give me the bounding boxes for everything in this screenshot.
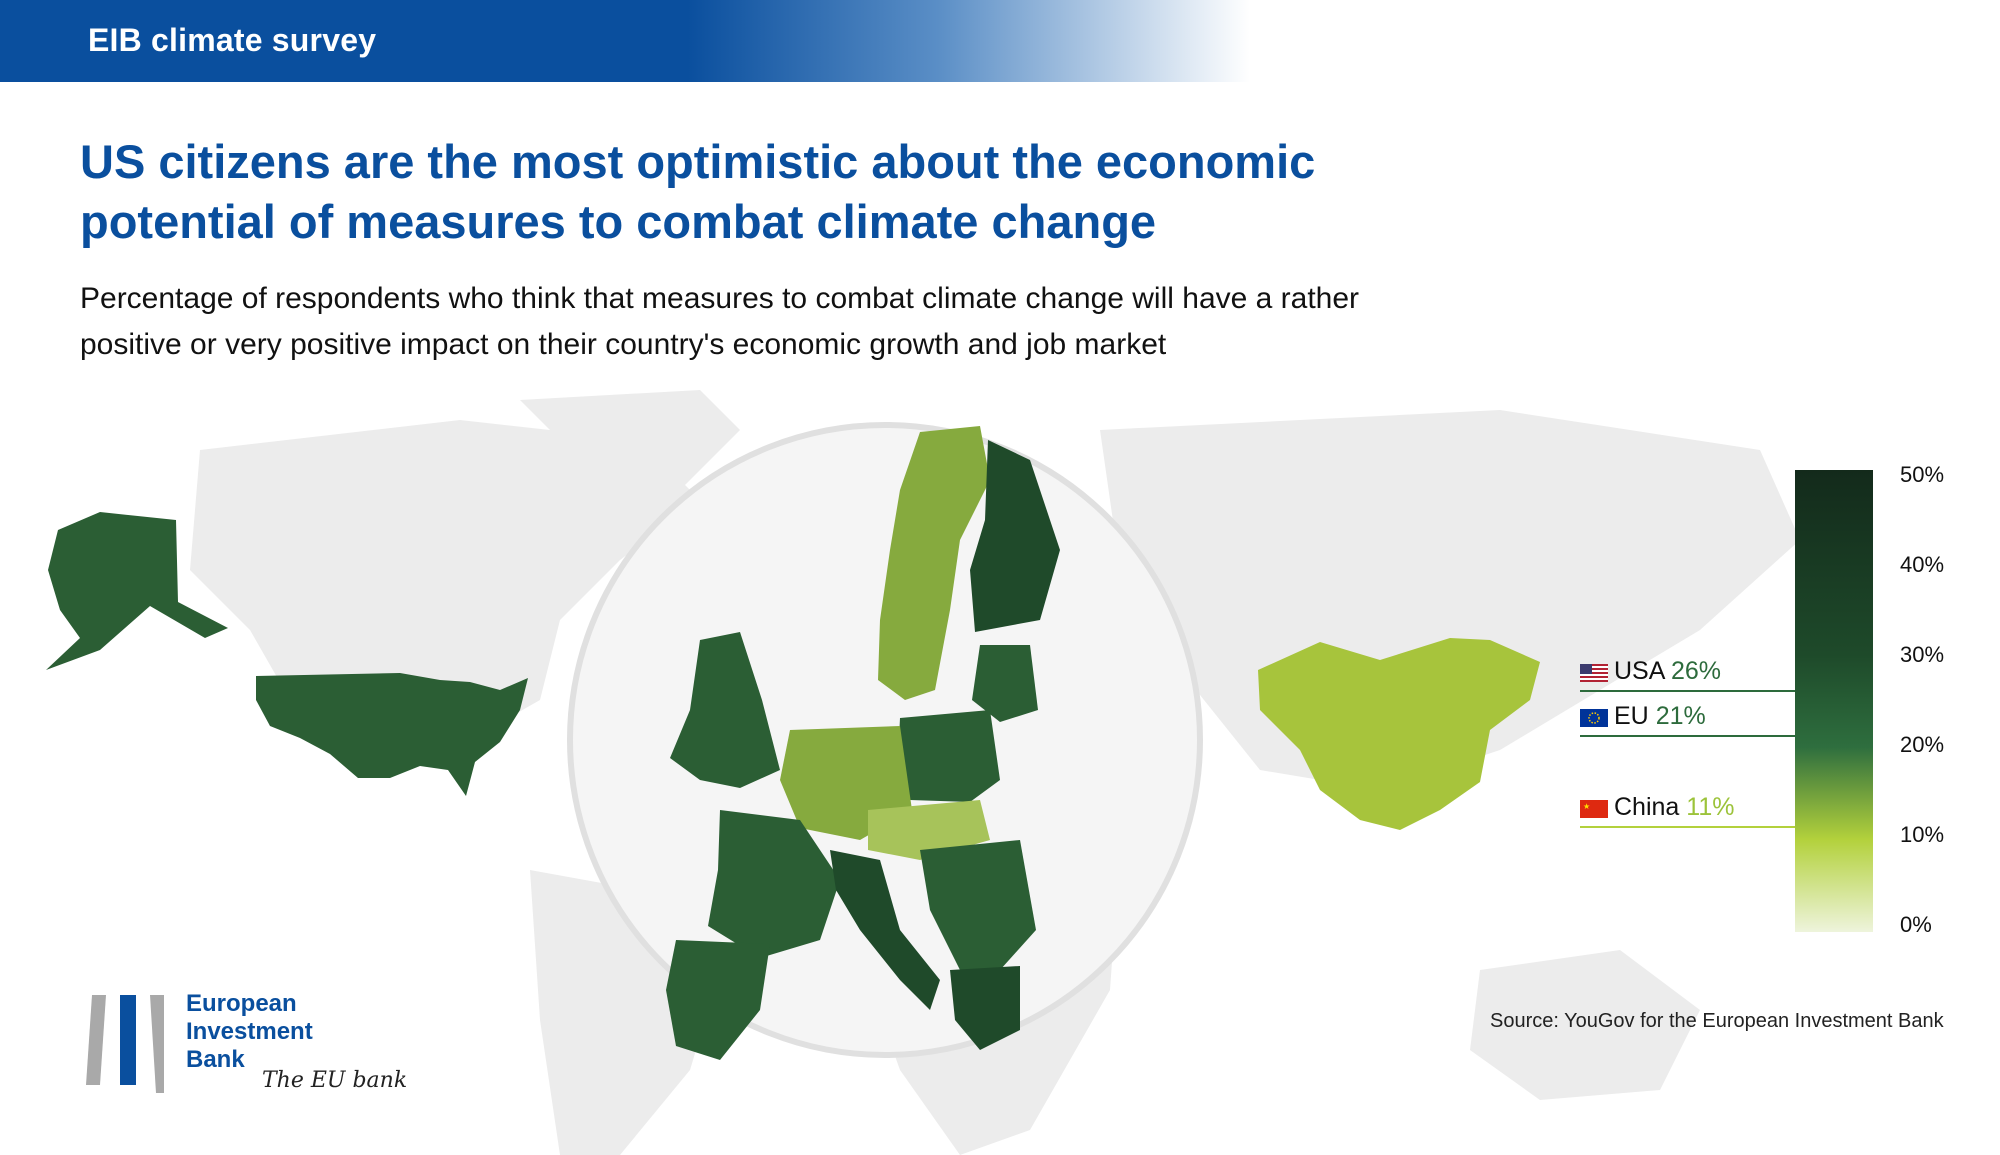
- headline-line-2: potential of measures to combat climate …: [80, 195, 1157, 248]
- usa-region-name: USA: [1614, 657, 1665, 685]
- greenland-bg: [520, 390, 740, 490]
- world-map: [46, 390, 1873, 1155]
- chart-headline: US citizens are the most optimistic abou…: [80, 132, 1480, 252]
- baltics-shape: [972, 645, 1038, 722]
- alaska-shape: [46, 512, 228, 670]
- chart-subtitle: Percentage of respondents who think that…: [80, 276, 1580, 368]
- eu-label: EU 21%: [1614, 702, 1706, 731]
- subtitle-line-2: positive or very positive impact on thei…: [80, 328, 1167, 361]
- scale-tick-0: 0%: [1900, 912, 1932, 937]
- survey-title: EIB climate survey: [88, 22, 377, 58]
- italy-shape: [830, 850, 940, 1010]
- europe-region: [666, 426, 1060, 1060]
- china-value: 11%: [1686, 793, 1735, 821]
- china-label: China 11%: [1614, 793, 1734, 822]
- logo-tagline: The EU bank: [262, 1068, 408, 1093]
- scale-tick-20: 20%: [1900, 732, 1945, 757]
- central-europe-shape: [868, 800, 990, 860]
- usa-flag-icon: [1580, 664, 1608, 682]
- eib-logo-icon: [86, 995, 164, 1093]
- color-scale-bar: [1795, 470, 1873, 932]
- scale-tick-40: 40%: [1900, 552, 1945, 577]
- svg-text:★: ★: [1583, 802, 1590, 811]
- norway-sweden-shape: [878, 426, 990, 700]
- source-note: Source: YouGov for the European Investme…: [1490, 1010, 1944, 1032]
- france-shape: [708, 810, 840, 958]
- china-region-name: China: [1614, 793, 1680, 821]
- logo-line-2: Investment: [186, 1018, 313, 1045]
- china-flag-icon: ★: [1580, 800, 1608, 818]
- balkans-shape: [920, 840, 1036, 970]
- logo-line-3: Bank: [186, 1046, 245, 1073]
- eib-logo-text: European Investment Bank: [186, 990, 313, 1074]
- eu-region-name: EU: [1614, 702, 1649, 730]
- oceania-bg: [1470, 950, 1700, 1100]
- north-america-bg: [190, 420, 700, 740]
- usa-region: [46, 512, 528, 796]
- usa-label: USA 26%: [1614, 657, 1721, 686]
- scale-tick-10: 10%: [1900, 822, 1945, 847]
- iberia-shape: [666, 940, 770, 1060]
- usa-value: 26%: [1670, 657, 1722, 685]
- legend-leaders: [1580, 690, 1795, 828]
- greece-shape: [950, 966, 1020, 1050]
- subtitle-line-1: Percentage of respondents who think that…: [80, 282, 1360, 315]
- finland-shape: [970, 440, 1060, 632]
- china-shape: [1258, 638, 1540, 830]
- uk-ireland-shape: [670, 632, 780, 788]
- logo-line-1: European: [186, 990, 297, 1017]
- scale-tick-30: 30%: [1900, 642, 1945, 667]
- poland-shape: [898, 710, 1000, 802]
- eu-value: 21%: [1655, 702, 1706, 730]
- eu-flag-icon: [1580, 709, 1608, 727]
- scale-tick-50: 50%: [1900, 462, 1945, 487]
- headline-line-1: US citizens are the most optimistic abou…: [80, 135, 1316, 188]
- header-bar: EIB climate survey: [0, 0, 1250, 82]
- usa-mainland-shape: [256, 673, 528, 796]
